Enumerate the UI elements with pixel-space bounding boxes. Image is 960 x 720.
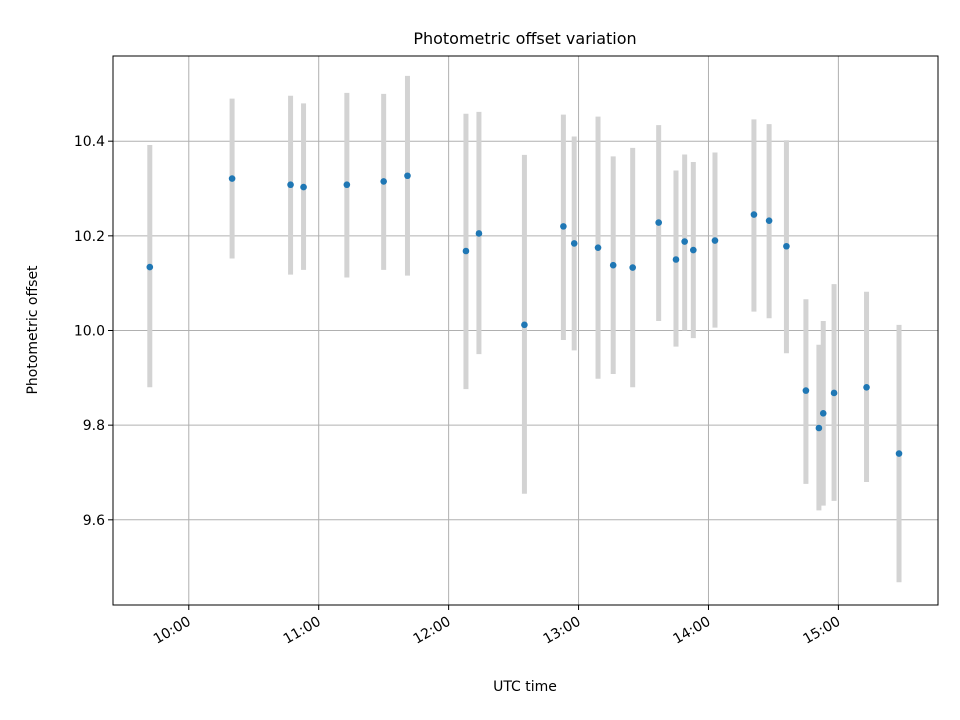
data-point [343,181,351,189]
data-point [228,175,236,182]
data-point [404,172,411,180]
data-point [681,238,688,245]
data-point [750,211,758,218]
x-axis-label: UTC time [493,679,557,695]
data-point [783,242,790,250]
data-point [690,246,697,254]
data-point [300,183,307,191]
data-point [672,256,680,263]
data-point [655,219,662,226]
data-point [609,261,617,269]
data-point [819,410,827,417]
data-point [560,223,567,230]
data-point [521,321,528,329]
y-axis-label: Photometric offset [25,265,41,395]
data-point [895,450,903,457]
y-tick-label: 10.0 [74,324,105,340]
data-point [380,178,387,185]
data-point [711,237,719,244]
data-point [570,240,578,247]
data-point [462,247,470,255]
data-point [815,424,823,432]
y-tick-label: 10.4 [74,134,105,150]
data-point [629,264,636,271]
y-tick-label: 10.2 [74,229,105,245]
data-point [287,181,294,189]
chart-title: Photometric offset variation [413,29,636,48]
y-tick-label: 9.6 [83,513,105,529]
data-point [830,389,838,397]
data-point [594,244,602,251]
data-point [802,387,810,394]
y-tick-label: 9.8 [83,418,105,434]
data-points [146,172,903,457]
data-point [863,383,870,391]
data-point [765,217,773,224]
data-point [146,263,154,271]
data-point [475,230,483,237]
